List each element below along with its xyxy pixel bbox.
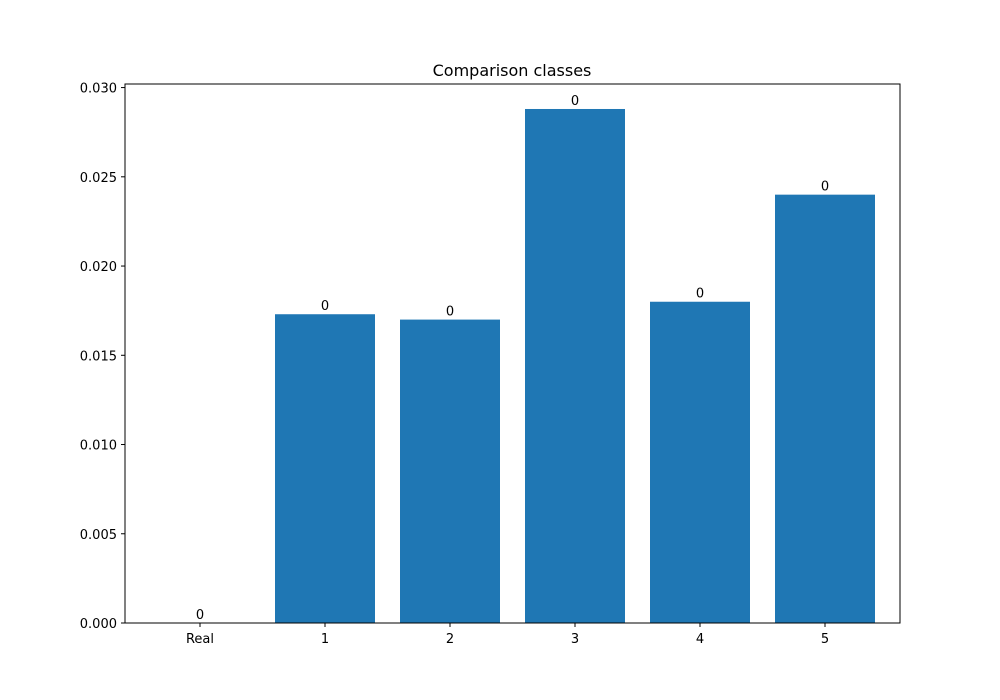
data-label: 0	[196, 608, 204, 623]
bar-3	[525, 108, 625, 623]
x-tick-label: 2	[446, 632, 454, 647]
bar-4	[650, 301, 750, 623]
chart-title: Comparison classes	[433, 61, 592, 80]
x-tick-label: 1	[321, 632, 329, 647]
y-tick-label: 0.010	[80, 439, 117, 454]
data-label: 0	[571, 94, 579, 109]
data-label: 0	[446, 305, 454, 320]
y-tick-label: 0.020	[80, 260, 117, 275]
bar-2	[400, 319, 500, 623]
x-tick-label: 4	[696, 632, 704, 647]
x-tick-label: Real	[186, 632, 214, 647]
y-tick-label: 0.015	[80, 349, 117, 364]
x-axis: Real 1 2 3 4 5	[186, 623, 829, 647]
y-tick-label: 0.025	[80, 171, 117, 186]
data-labels: 0 0 0 0 0 0	[196, 94, 829, 623]
data-label: 0	[821, 180, 829, 195]
y-axis: 0.000 0.005 0.010 0.015 0.020 0.025 0.030	[80, 82, 125, 632]
data-label: 0	[696, 287, 704, 302]
plot-frame	[124, 83, 901, 624]
bar-5	[775, 194, 875, 623]
bars	[275, 108, 875, 623]
x-tick-label: 3	[571, 632, 579, 647]
bar-1	[275, 314, 375, 623]
y-tick-label: 0.005	[80, 528, 117, 543]
y-tick-label: 0.030	[80, 82, 117, 97]
x-tick-label: 5	[821, 632, 829, 647]
data-label: 0	[321, 299, 329, 314]
y-tick-label: 0.000	[80, 617, 117, 632]
